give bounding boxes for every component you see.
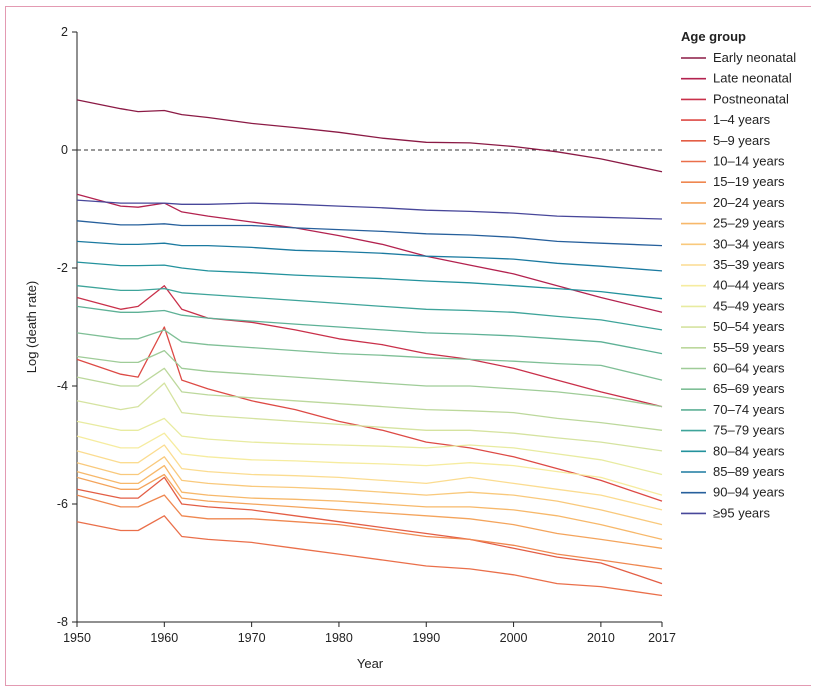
legend-label: 15–19 years bbox=[713, 174, 785, 189]
y-ticks: 2 0 -2 -4 -6 -8 bbox=[57, 25, 77, 629]
series-line-18 bbox=[76, 285, 663, 331]
legend-label: 85–89 years bbox=[713, 464, 785, 479]
x-tick-label: 1980 bbox=[325, 631, 353, 645]
legend-title: Age group bbox=[681, 29, 746, 44]
series-line-3 bbox=[76, 326, 663, 502]
legend-label: 55–59 years bbox=[713, 340, 785, 355]
legend-label: 1–4 years bbox=[713, 112, 771, 127]
legend-label: 30–34 years bbox=[713, 236, 785, 251]
legend-label: Postneonatal bbox=[713, 91, 789, 106]
axes bbox=[76, 32, 662, 623]
legend-label: 75–79 years bbox=[713, 423, 785, 438]
series-line-4 bbox=[76, 476, 663, 585]
series-line-5 bbox=[76, 515, 663, 597]
y-tick-label: -6 bbox=[57, 497, 68, 511]
legend-label: ≥95 years bbox=[713, 505, 770, 520]
series-line-10 bbox=[76, 444, 663, 511]
x-tick-label: 1950 bbox=[63, 631, 91, 645]
y-tick-label: -2 bbox=[57, 261, 68, 275]
series-line-8 bbox=[76, 464, 663, 541]
legend-label: Late neonatal bbox=[713, 71, 792, 86]
legend-label: 90–94 years bbox=[713, 485, 785, 500]
series-line-13 bbox=[76, 382, 663, 452]
series-line-20 bbox=[76, 240, 663, 272]
series-line-6 bbox=[76, 494, 663, 570]
legend-label: 20–24 years bbox=[713, 195, 785, 210]
y-axis-label: Log (death rate) bbox=[24, 281, 39, 374]
series-line-0 bbox=[76, 99, 663, 173]
series-line-2 bbox=[76, 285, 663, 408]
series-line-11 bbox=[76, 432, 663, 496]
series-line-12 bbox=[76, 417, 663, 476]
x-ticks: 1950 1960 1970 1980 1990 2000 2010 2017 bbox=[63, 622, 676, 645]
series-line-19 bbox=[76, 261, 663, 300]
x-tick-label: 1960 bbox=[150, 631, 178, 645]
legend-label: 35–39 years bbox=[713, 257, 785, 272]
figure-frame bbox=[5, 6, 811, 686]
legend-label: 50–54 years bbox=[713, 319, 785, 334]
y-tick-label: -4 bbox=[57, 379, 68, 393]
legend-label: 65–69 years bbox=[713, 381, 785, 396]
legend-label: 60–64 years bbox=[713, 361, 785, 376]
legend-label: 40–44 years bbox=[713, 278, 785, 293]
x-axis-label: Year bbox=[357, 656, 384, 671]
series-line-22 bbox=[76, 199, 663, 220]
series-line-9 bbox=[76, 456, 663, 526]
series-line-15 bbox=[76, 349, 663, 408]
series-line-17 bbox=[76, 305, 663, 355]
legend-label: 25–29 years bbox=[713, 216, 785, 231]
legend: Age group Early neonatal Late neonatal Pos… bbox=[681, 29, 796, 520]
series-line-7 bbox=[76, 473, 663, 549]
series-lines bbox=[76, 99, 663, 597]
x-tick-label: 1970 bbox=[238, 631, 266, 645]
legend-label: 70–74 years bbox=[713, 402, 785, 417]
x-tick-label: 2010 bbox=[587, 631, 615, 645]
legend-label: Early neonatal bbox=[713, 50, 796, 65]
y-tick-label: 0 bbox=[61, 143, 68, 157]
legend-label: 10–14 years bbox=[713, 154, 785, 169]
series-line-1 bbox=[76, 193, 663, 313]
series-line-21 bbox=[76, 220, 663, 247]
x-tick-label: 2000 bbox=[500, 631, 528, 645]
legend-label: 80–84 years bbox=[713, 443, 785, 458]
x-tick-label: 1990 bbox=[412, 631, 440, 645]
x-tick-label: 2017 bbox=[648, 631, 676, 645]
legend-items: Early neonatal Late neonatal Postneonatal 1… bbox=[681, 50, 796, 520]
series-line-16 bbox=[76, 329, 663, 381]
legend-label: 5–9 years bbox=[713, 133, 771, 148]
series-line-14 bbox=[76, 367, 663, 431]
legend-label: 45–49 years bbox=[713, 298, 785, 313]
y-tick-label: -8 bbox=[57, 615, 68, 629]
y-tick-label: 2 bbox=[61, 25, 68, 39]
